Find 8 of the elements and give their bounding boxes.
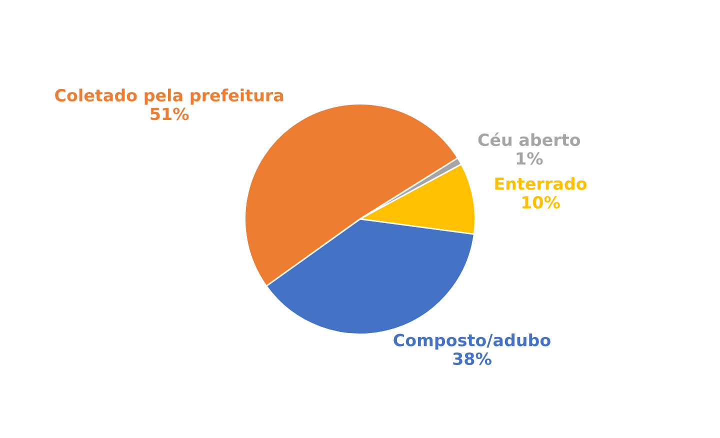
- data-label: 10%: [522, 196, 560, 209]
- data-label: 38%: [453, 352, 492, 366]
- data-label: 1%: [516, 152, 543, 165]
- data-label: 51%: [150, 108, 189, 120]
- slice-label: Enterrado: [495, 177, 587, 190]
- slice-label: Composto/adubo: [394, 334, 550, 350]
- slice-label: Coletado pela prefeitura: [55, 88, 284, 105]
- slice-label: Céu aberto: [478, 132, 580, 146]
